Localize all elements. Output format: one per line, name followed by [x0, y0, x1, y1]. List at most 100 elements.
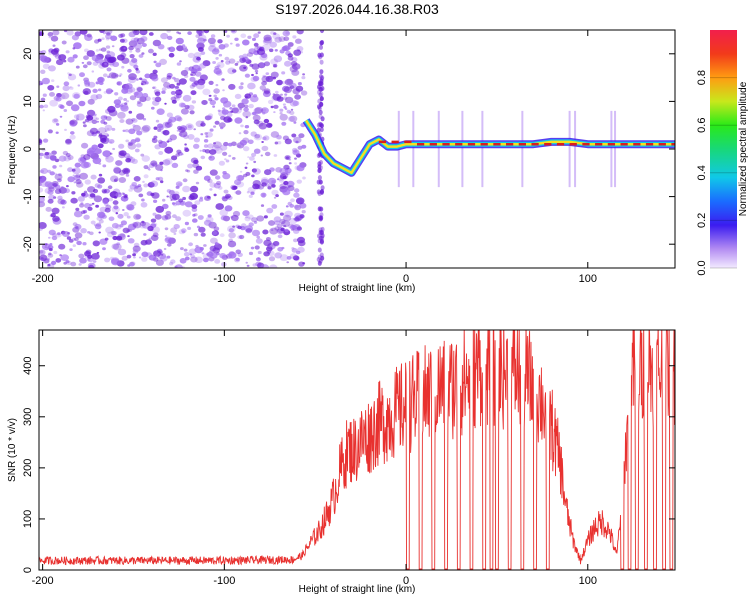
noise-point [284, 60, 292, 67]
noise-point [47, 169, 51, 173]
noise-point [190, 68, 198, 74]
noise-point [286, 256, 292, 260]
noise-point [240, 33, 247, 39]
noise-point [115, 160, 123, 166]
noise-point [155, 259, 164, 266]
noise-point [239, 170, 243, 173]
noise-point [120, 220, 127, 226]
noise-point [283, 180, 289, 186]
noise-point [196, 56, 201, 61]
noise-point [178, 229, 185, 235]
noise-point [301, 210, 306, 214]
noise-point [127, 142, 137, 150]
noise-point [234, 191, 238, 194]
noise-point [104, 257, 111, 263]
noise-point [217, 109, 221, 113]
noise-point [113, 205, 119, 210]
noise-point [47, 244, 54, 250]
noise-point [119, 224, 124, 228]
noise-point [267, 99, 274, 105]
noise-point [92, 240, 101, 247]
x-tick-label: 100 [579, 273, 597, 285]
noise-point [47, 263, 51, 267]
noise-point [176, 45, 184, 52]
noise-point [192, 213, 196, 217]
noise-point [297, 145, 303, 150]
noise-point [195, 120, 204, 128]
noise-point [100, 137, 107, 143]
noise-point [281, 220, 290, 228]
noise-point [127, 206, 132, 210]
noise-point [117, 213, 124, 219]
noise-point [252, 75, 260, 82]
noise-point [133, 176, 141, 182]
noise-point [319, 69, 324, 75]
noise-point [136, 87, 143, 92]
noise-point [111, 222, 119, 229]
noise-point [318, 81, 323, 87]
noise-point [162, 198, 166, 202]
noise-point [139, 77, 143, 81]
noise-point [220, 215, 228, 221]
noise-point [242, 210, 250, 217]
noise-point [260, 154, 263, 157]
noise-point [290, 198, 295, 203]
noise-point [109, 141, 112, 144]
noise-point [265, 72, 270, 75]
noise-point [269, 264, 278, 268]
noise-point [124, 129, 129, 133]
noise-point [216, 61, 225, 69]
noise-point [39, 176, 42, 180]
noise-point [288, 158, 292, 161]
noise-point [157, 44, 165, 50]
noise-point [222, 89, 225, 92]
noise-point [176, 82, 181, 86]
noise-point [180, 247, 184, 251]
noise-point [186, 169, 191, 173]
noise-point [228, 154, 232, 158]
noise-point [126, 215, 131, 219]
noise-point [144, 96, 151, 102]
noise-point [205, 131, 213, 138]
noise-point [140, 36, 148, 42]
noise-point [247, 156, 250, 159]
noise-point [119, 119, 125, 123]
noise-point [84, 179, 92, 185]
noise-point [239, 234, 245, 240]
noise-point [71, 168, 76, 172]
noise-point [287, 116, 295, 122]
noise-point [133, 64, 139, 69]
noise-point [237, 144, 242, 148]
noise-point [95, 49, 99, 52]
noise-point [46, 257, 50, 261]
noise-point [274, 220, 281, 226]
noise-point [209, 169, 218, 176]
noise-point [265, 75, 274, 83]
noise-point [90, 174, 97, 180]
noise-point [58, 173, 62, 177]
noise-point [43, 138, 49, 143]
noise-point [207, 180, 211, 183]
noise-point [91, 119, 98, 125]
noise-point [97, 143, 104, 149]
noise-point [135, 78, 139, 81]
noise-point [69, 134, 76, 140]
noise-point [162, 129, 170, 136]
noise-point [170, 259, 176, 264]
noise-point [61, 186, 64, 189]
noise-point [203, 244, 207, 247]
noise-point [230, 42, 233, 45]
noise-point [242, 110, 251, 118]
noise-point [242, 53, 248, 59]
noise-point [169, 134, 177, 141]
noise-point [155, 119, 160, 123]
noise-point [115, 212, 119, 215]
noise-point [224, 205, 233, 212]
noise-point [172, 203, 177, 207]
noise-point [90, 94, 99, 101]
noise-point [251, 152, 257, 157]
noise-point [187, 31, 192, 35]
noise-point [318, 215, 323, 221]
noise-point [152, 52, 157, 56]
noise-point [255, 238, 263, 244]
